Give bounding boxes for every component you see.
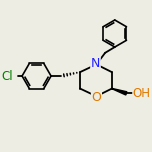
Text: N: N [91,57,100,70]
Text: OH: OH [133,87,151,100]
Polygon shape [112,88,127,95]
Text: O: O [92,91,101,104]
Text: Cl: Cl [2,69,13,83]
